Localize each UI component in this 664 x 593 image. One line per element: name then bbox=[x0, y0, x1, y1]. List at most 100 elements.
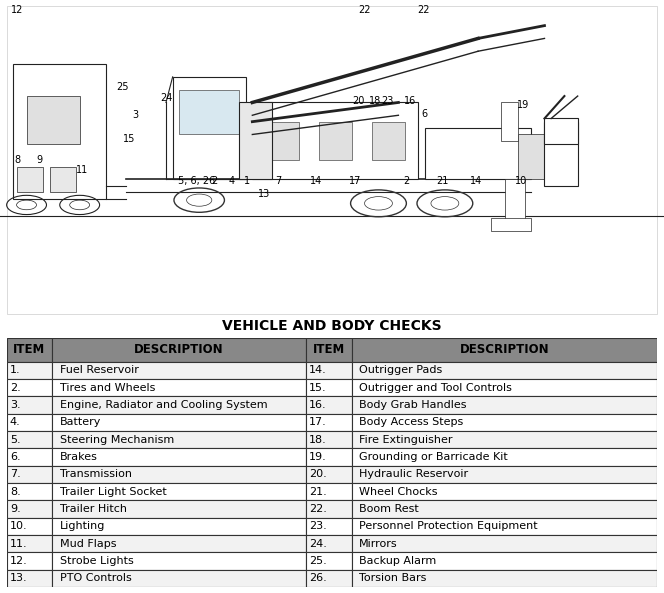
Text: 3.: 3. bbox=[10, 400, 21, 410]
Bar bbox=[505, 179, 525, 224]
Text: 10.: 10. bbox=[10, 521, 27, 531]
Text: 11: 11 bbox=[76, 165, 88, 175]
Text: 12.: 12. bbox=[10, 556, 28, 566]
Text: DESCRIPTION: DESCRIPTION bbox=[134, 343, 224, 356]
Bar bbox=[7, 500, 52, 518]
Text: 26.: 26. bbox=[309, 573, 327, 584]
Text: Body Access Steps: Body Access Steps bbox=[359, 417, 463, 428]
Text: 20: 20 bbox=[352, 96, 365, 106]
Text: 18.: 18. bbox=[309, 435, 327, 445]
Bar bbox=[17, 167, 43, 192]
Bar bbox=[306, 338, 351, 362]
Text: 6.: 6. bbox=[10, 452, 21, 462]
Text: 16.: 16. bbox=[309, 400, 327, 410]
Bar bbox=[351, 570, 657, 587]
Text: 5.: 5. bbox=[10, 435, 21, 445]
Bar bbox=[7, 362, 52, 379]
Bar bbox=[52, 500, 306, 518]
Text: 2: 2 bbox=[404, 176, 410, 186]
Text: DESCRIPTION: DESCRIPTION bbox=[459, 343, 549, 356]
Bar bbox=[52, 338, 306, 362]
Text: 15: 15 bbox=[123, 135, 135, 145]
Text: ITEM: ITEM bbox=[313, 343, 345, 356]
Text: Body Grab Handles: Body Grab Handles bbox=[359, 400, 467, 410]
Bar bbox=[52, 448, 306, 466]
Bar bbox=[52, 553, 306, 570]
Bar bbox=[27, 96, 80, 144]
Text: Grounding or Barricade Kit: Grounding or Barricade Kit bbox=[359, 452, 508, 462]
Text: 16: 16 bbox=[404, 96, 416, 106]
Text: 8: 8 bbox=[15, 155, 21, 165]
Text: Torsion Bars: Torsion Bars bbox=[359, 573, 427, 584]
Bar bbox=[306, 483, 351, 500]
Bar bbox=[351, 431, 657, 448]
Bar bbox=[306, 500, 351, 518]
Bar bbox=[173, 77, 246, 179]
Text: 9: 9 bbox=[37, 155, 42, 165]
Text: Outrigger and Tool Controls: Outrigger and Tool Controls bbox=[359, 382, 512, 393]
Bar bbox=[306, 553, 351, 570]
Bar bbox=[306, 362, 351, 379]
Text: 17: 17 bbox=[349, 176, 361, 186]
Text: 20.: 20. bbox=[309, 470, 327, 479]
Bar bbox=[50, 167, 76, 192]
Bar bbox=[52, 396, 306, 414]
Text: 2: 2 bbox=[211, 176, 217, 186]
Text: 9.: 9. bbox=[10, 504, 21, 514]
Text: Lighting: Lighting bbox=[60, 521, 106, 531]
Bar bbox=[52, 362, 306, 379]
Bar bbox=[52, 466, 306, 483]
Bar bbox=[351, 466, 657, 483]
Text: Brakes: Brakes bbox=[60, 452, 98, 462]
Bar bbox=[351, 535, 657, 553]
Bar bbox=[544, 119, 578, 144]
Bar bbox=[7, 518, 52, 535]
Bar bbox=[239, 103, 272, 179]
Text: 24: 24 bbox=[161, 93, 173, 103]
Bar bbox=[306, 396, 351, 414]
Bar bbox=[306, 466, 351, 483]
Text: 14.: 14. bbox=[309, 365, 327, 375]
Bar bbox=[306, 570, 351, 587]
Text: 7: 7 bbox=[276, 176, 282, 186]
Text: 8.: 8. bbox=[10, 487, 21, 497]
Bar bbox=[351, 338, 657, 362]
Text: Personnel Protection Equipment: Personnel Protection Equipment bbox=[359, 521, 538, 531]
Bar bbox=[7, 338, 52, 362]
Text: 14: 14 bbox=[310, 176, 322, 186]
Bar bbox=[351, 396, 657, 414]
Text: 12: 12 bbox=[11, 5, 24, 15]
Bar bbox=[7, 570, 52, 587]
Text: 4: 4 bbox=[228, 176, 234, 186]
Bar bbox=[7, 431, 52, 448]
Bar bbox=[319, 122, 352, 160]
Text: 19: 19 bbox=[517, 100, 529, 110]
Text: 18: 18 bbox=[369, 96, 380, 106]
Text: Mud Flaps: Mud Flaps bbox=[60, 538, 116, 549]
Bar bbox=[351, 483, 657, 500]
Bar bbox=[425, 128, 531, 179]
Text: 22: 22 bbox=[359, 5, 371, 15]
Bar bbox=[7, 483, 52, 500]
Text: Boom Rest: Boom Rest bbox=[359, 504, 419, 514]
Text: 1.: 1. bbox=[10, 365, 21, 375]
Bar bbox=[351, 553, 657, 570]
Text: 23: 23 bbox=[381, 96, 394, 106]
Text: PTO Controls: PTO Controls bbox=[60, 573, 131, 584]
Bar bbox=[501, 103, 518, 141]
Text: Outrigger Pads: Outrigger Pads bbox=[359, 365, 443, 375]
Text: 25.: 25. bbox=[309, 556, 327, 566]
Text: Engine, Radiator and Cooling System: Engine, Radiator and Cooling System bbox=[60, 400, 268, 410]
Bar bbox=[306, 518, 351, 535]
Text: ITEM: ITEM bbox=[13, 343, 46, 356]
Bar bbox=[518, 135, 544, 179]
Text: 17.: 17. bbox=[309, 417, 327, 428]
Text: Transmission: Transmission bbox=[60, 470, 132, 479]
Bar bbox=[7, 379, 52, 396]
Text: 2.: 2. bbox=[10, 382, 21, 393]
Text: 11.: 11. bbox=[10, 538, 27, 549]
Bar bbox=[544, 122, 578, 186]
Bar bbox=[266, 122, 299, 160]
Text: Fire Extinguisher: Fire Extinguisher bbox=[359, 435, 453, 445]
Bar bbox=[7, 448, 52, 466]
